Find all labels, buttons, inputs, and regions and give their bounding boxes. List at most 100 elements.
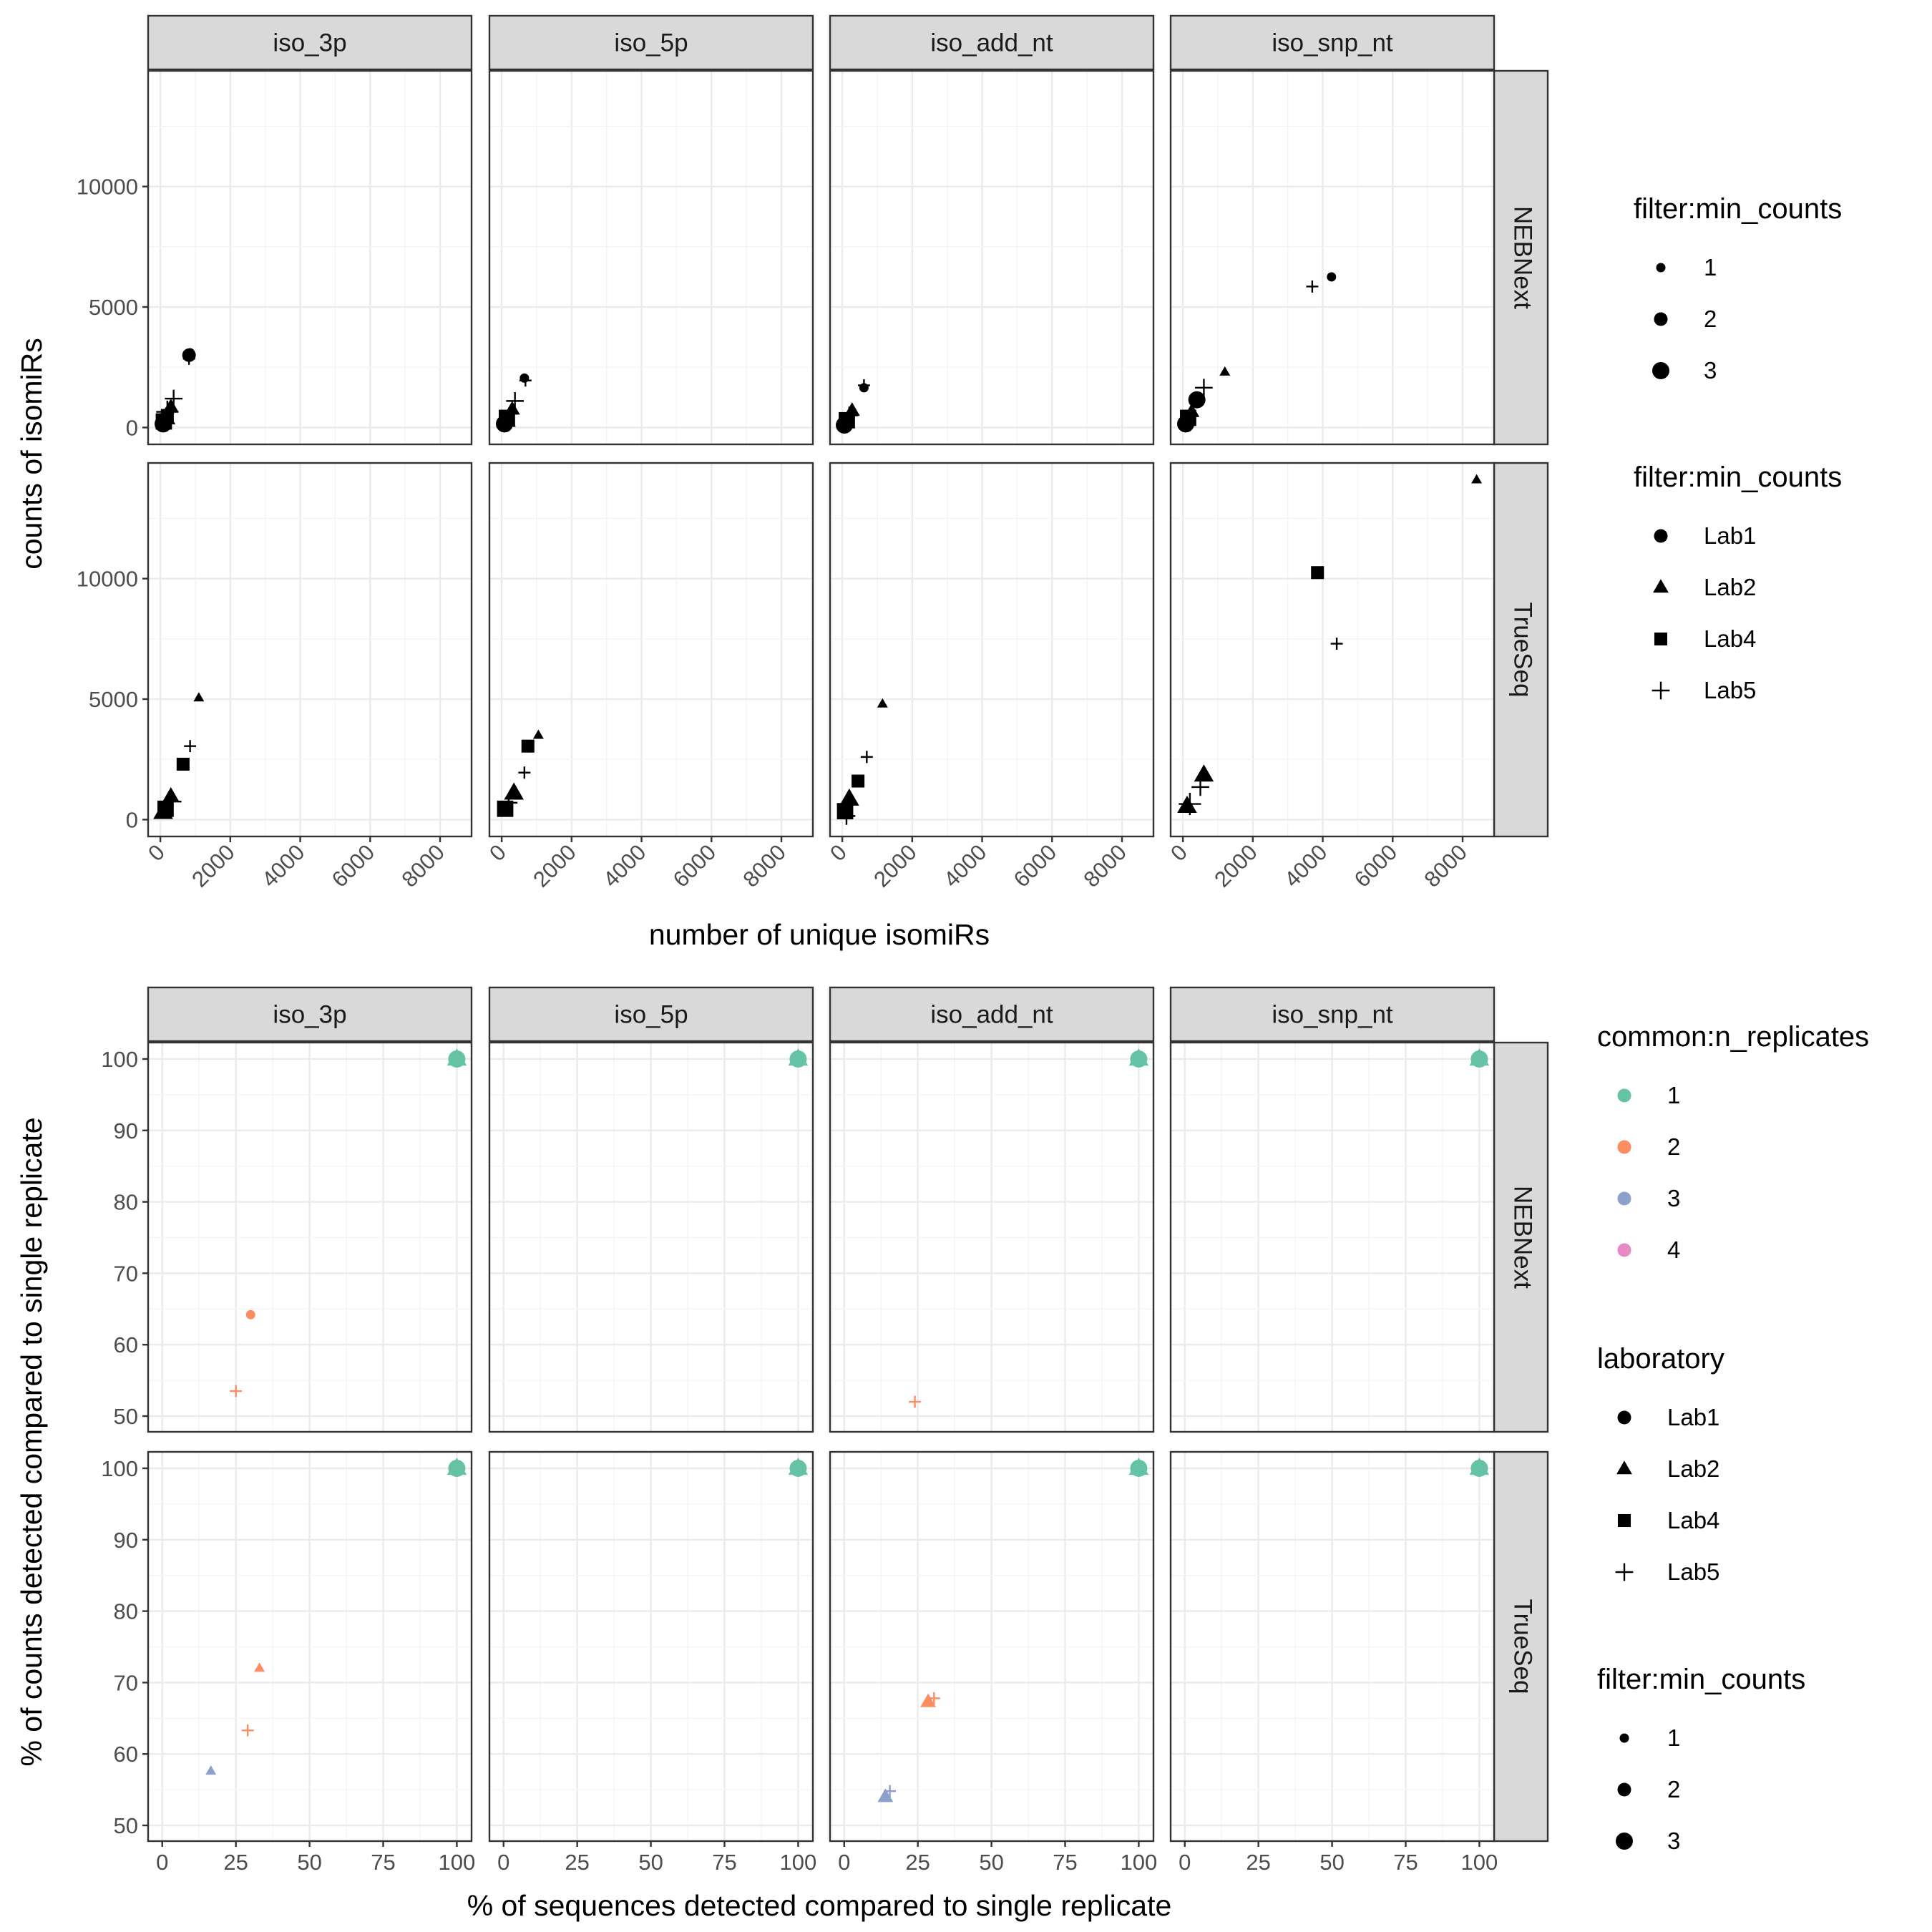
legend-key [1617,1191,1631,1206]
legend-key [1654,312,1668,326]
x-tick-label: 6000 [1009,839,1062,892]
legend-key [1617,1513,1631,1528]
y-axis-title: % of counts detected compared to single … [15,1117,48,1766]
x-tick-label: 0 [143,839,170,866]
x-tick-label: 2000 [187,839,240,892]
data-point [1471,474,1483,484]
x-tick-label: 8000 [396,839,449,892]
panel-iso_snp_nt-NEBNext [1169,1041,1496,1433]
facet-label-iso_3p: iso_3p [273,29,346,57]
panel-border [829,69,1155,446]
legend-size: filter:min_counts 1 2 3 [1634,193,1842,384]
facet-label-iso_add_nt: iso_add_nt [930,1001,1053,1029]
legend-label: Lab5 [1704,677,1756,703]
y-tick-label: 5000 [89,295,138,320]
data-point [877,1788,894,1802]
data-point [1128,1048,1149,1066]
data-point [920,1693,937,1707]
data-point [193,692,205,702]
legend-label: 1 [1667,1724,1680,1751]
data-point [230,1385,243,1397]
legend-label: 1 [1667,1082,1680,1108]
x-tick-label: 100 [780,1850,817,1875]
x-tick-label: 0 [156,1850,168,1875]
legend-color: common:n_replicates 1 2 3 4 [1597,1021,1869,1263]
legend-label: Lab4 [1667,1507,1719,1533]
panel-iso_add_nt-TrueSeq [829,462,1155,838]
panel-border [488,462,814,838]
data-point [1469,1048,1490,1066]
row-label-TrueSeq: TrueSeq [1508,602,1536,698]
data-point [447,1458,467,1475]
panel-iso_3p-NEBNext [147,1041,473,1433]
data-point [852,774,865,788]
facet-strip-iso_add_nt [829,986,1155,1043]
legend-title: laboratory [1597,1343,1724,1375]
x-tick-label: 8000 [1419,839,1472,892]
x-tick-label: 4000 [257,839,310,892]
data-point [184,740,197,753]
legend-label: Lab2 [1667,1455,1719,1482]
x-tick-label: 75 [1053,1850,1077,1875]
x-tick-label: 8000 [738,839,791,892]
data-point [837,807,856,825]
x-tick-label: 2000 [869,839,922,892]
row-label-TrueSeq: TrueSeq [1508,1599,1536,1694]
legend-label: Lab2 [1704,574,1756,600]
x-tick-label: 8000 [1078,839,1131,892]
x-tick-label: 0 [1179,1850,1191,1875]
x-tick-label: 50 [979,1850,1003,1875]
data-point [1219,366,1231,376]
legend-key [1652,362,1669,379]
x-tick-label: 100 [439,1850,476,1875]
x-tick-label: 50 [297,1850,321,1875]
data-point [788,1048,809,1066]
panel-background [489,463,813,836]
x-tick-label: 100 [1121,1850,1158,1875]
y-tick-label: 50 [114,1404,138,1429]
panel-border [829,462,1155,838]
data-point [1194,764,1214,782]
x-tick-label: 0 [825,839,852,866]
data-point [1191,778,1209,796]
panel-background [830,71,1153,444]
y-tick-label: 60 [114,1742,138,1767]
legend-key [1619,1733,1629,1743]
panel-border [1169,69,1496,446]
legend-label: 1 [1704,254,1717,280]
data-point [839,788,859,806]
data-point [499,794,518,812]
y-tick-label: 80 [114,1190,138,1215]
panel-iso_snp_nt-TrueSeq [1169,462,1496,838]
panel-iso_3p-NEBNext [147,69,473,446]
data-point [836,803,854,820]
row-strip-NEBNext [1493,69,1549,446]
x-tick-label: 25 [1246,1850,1270,1875]
y-tick-label: 50 [114,1813,138,1838]
x-tick-label: 25 [905,1850,930,1875]
panel-iso_5p-TrueSeq [488,462,814,838]
legend-title: filter:min_counts [1597,1664,1805,1695]
facet-label-iso_add_nt: iso_add_nt [930,29,1053,57]
legend-key [1653,579,1669,593]
x-axis-title: number of unique isomiRs [649,918,990,951]
data-point [532,729,544,739]
panel-background [830,463,1153,836]
legend-label: Lab1 [1667,1404,1719,1430]
x-tick-label: 50 [638,1850,663,1875]
y-tick-label: 80 [114,1599,138,1624]
y-tick-label: 90 [114,1118,138,1143]
panel-iso_add_nt-TrueSeq [829,1450,1155,1843]
x-tick-label: 75 [712,1850,736,1875]
legend-label: Lab5 [1667,1558,1719,1585]
legend-label: 2 [1667,1776,1680,1802]
facet-label-iso_5p: iso_5p [614,29,688,57]
x-tick-label: 25 [223,1850,248,1875]
facet-strip-iso_5p [488,14,814,71]
data-point [1327,272,1337,282]
x-tick-label: 0 [1166,839,1192,866]
panel-border [488,69,814,446]
panel-border [1169,1041,1496,1433]
data-point [1469,1458,1490,1475]
facet-label-iso_3p: iso_3p [273,1001,346,1029]
